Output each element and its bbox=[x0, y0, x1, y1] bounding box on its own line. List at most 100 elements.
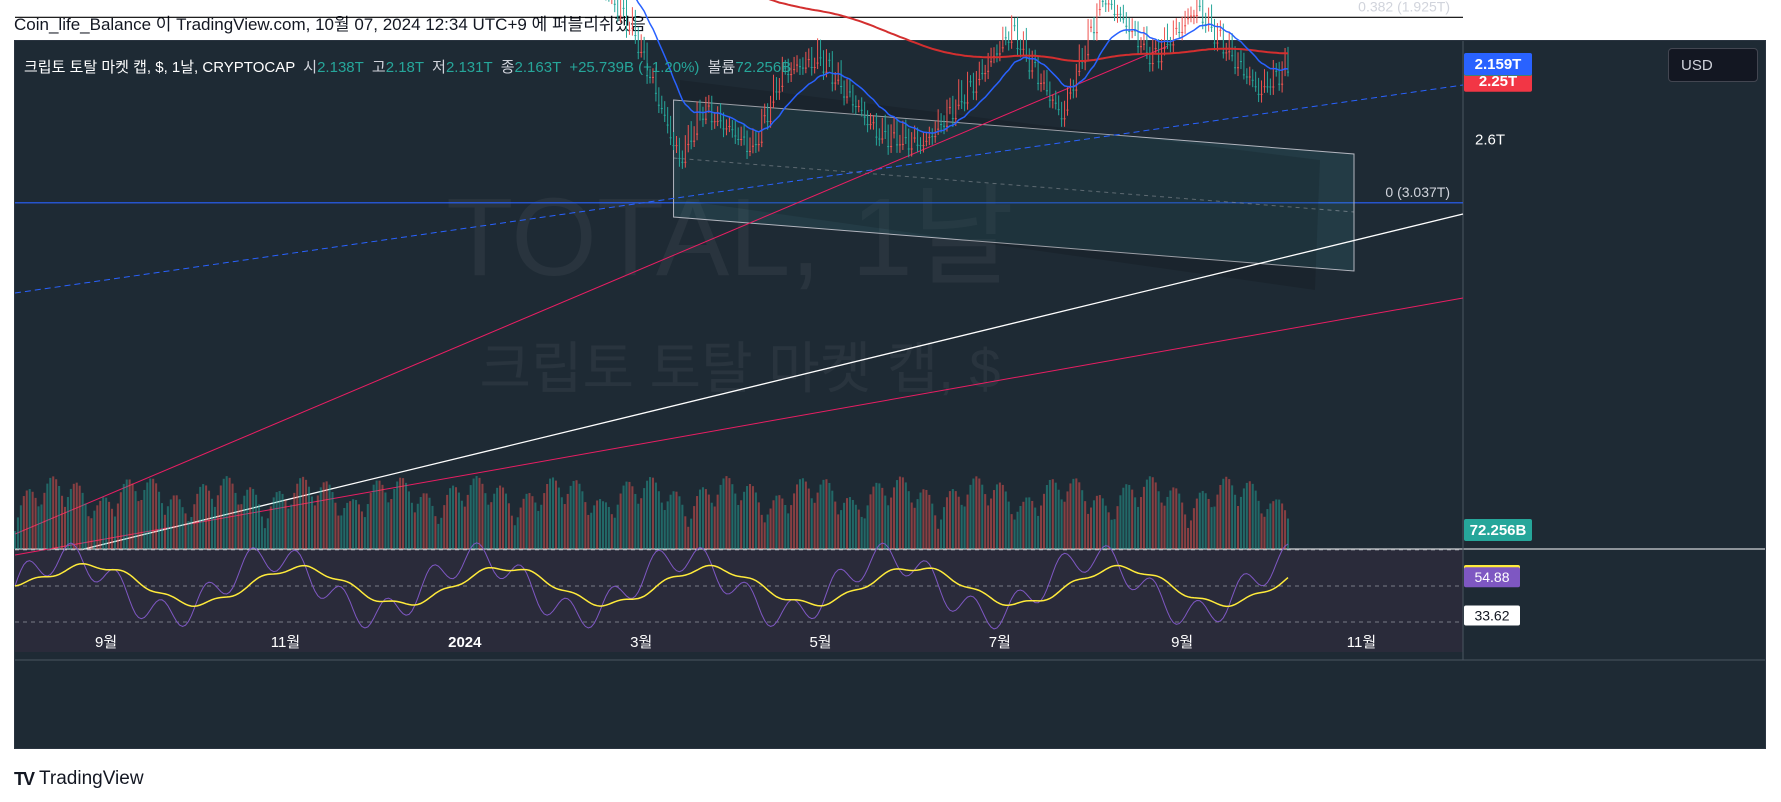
volume-bar bbox=[601, 501, 605, 549]
candle-body bbox=[1007, 41, 1010, 43]
volume-bar bbox=[1266, 509, 1269, 549]
volume-bar bbox=[828, 482, 831, 549]
volume-bar bbox=[698, 489, 702, 549]
candle-body bbox=[957, 104, 960, 106]
tradingview-brand[interactable]: TV TradingView bbox=[14, 768, 144, 790]
volume-bar bbox=[554, 480, 557, 549]
volume-bar bbox=[707, 494, 710, 549]
volume-bar bbox=[543, 493, 546, 549]
ema-short-line bbox=[635, 0, 1289, 134]
candle-body bbox=[781, 85, 784, 87]
volume-bar bbox=[46, 483, 49, 549]
volume-bar bbox=[134, 491, 137, 549]
volume-bar bbox=[784, 504, 787, 549]
ohlc-legend: 크립토 토탈 마켓 캡, $, 1날, CRYPTOCAP 시2.138T 고2… bbox=[24, 56, 791, 77]
volume-bar bbox=[966, 494, 969, 549]
volume-bar bbox=[413, 512, 416, 549]
volume-bar bbox=[810, 498, 813, 549]
volume-bar bbox=[290, 504, 293, 549]
currency-selector[interactable]: USD bbox=[1668, 48, 1758, 82]
candle-body bbox=[1116, 13, 1119, 15]
candle-body bbox=[948, 107, 951, 109]
volume-bar bbox=[96, 505, 99, 549]
volume-bar bbox=[419, 496, 422, 549]
candle-body bbox=[1213, 42, 1216, 44]
volume-bar bbox=[257, 504, 261, 549]
volume-bar bbox=[766, 514, 769, 549]
volume-bar bbox=[43, 492, 46, 549]
candle-body bbox=[772, 101, 775, 103]
candle-body bbox=[984, 73, 987, 75]
volume-bar bbox=[807, 488, 810, 549]
volume-bar bbox=[1022, 501, 1025, 549]
volume-bar bbox=[831, 490, 834, 549]
candle-body bbox=[995, 53, 998, 55]
volume-bar bbox=[1072, 478, 1075, 549]
volume-bar bbox=[1089, 507, 1093, 549]
volume-bar bbox=[763, 522, 766, 549]
author-name[interactable]: Coin_life_Balance bbox=[14, 15, 152, 34]
volume-bar bbox=[825, 479, 828, 549]
volume-bar bbox=[701, 487, 704, 549]
volume-bar bbox=[190, 516, 193, 549]
volume-bar bbox=[178, 499, 181, 549]
volume-bar bbox=[372, 484, 375, 549]
volume-bar bbox=[1260, 513, 1263, 549]
volume-bar bbox=[1160, 502, 1163, 549]
candle-body bbox=[881, 138, 884, 140]
candle-body bbox=[710, 121, 713, 123]
candle-body bbox=[1216, 42, 1219, 44]
volume-bar bbox=[131, 483, 134, 549]
volume-bar bbox=[105, 497, 108, 549]
volume-bar bbox=[90, 518, 93, 549]
volume-bar bbox=[81, 492, 84, 549]
candle-body bbox=[804, 67, 807, 69]
candle-body bbox=[866, 124, 869, 126]
volume-bar bbox=[972, 478, 975, 549]
volume-bar bbox=[1286, 518, 1290, 549]
candle-body bbox=[807, 59, 810, 61]
candle-body bbox=[787, 74, 790, 76]
caption-connector: 이 bbox=[155, 15, 172, 34]
volume-bar bbox=[751, 486, 754, 549]
volume-bar bbox=[931, 503, 934, 549]
candle-body bbox=[981, 73, 984, 75]
site-name[interactable]: TradingView.com, bbox=[176, 15, 311, 34]
volume-bar bbox=[775, 495, 778, 549]
volume-bar bbox=[187, 521, 190, 549]
volume-bar bbox=[310, 496, 313, 549]
volume-bar bbox=[1178, 493, 1181, 549]
candle-body bbox=[1187, 18, 1190, 20]
volume-bar bbox=[1095, 495, 1098, 549]
volume-bar bbox=[1239, 496, 1242, 549]
volume-bar bbox=[28, 489, 31, 549]
volume-bar bbox=[516, 517, 519, 549]
candle-body bbox=[669, 137, 672, 139]
symbol-name[interactable]: 크립토 토탈 마켓 캡, $, 1날, CRYPTOCAP bbox=[24, 59, 295, 76]
volume-bar bbox=[798, 479, 801, 549]
candle-body bbox=[751, 145, 754, 147]
volume-bar bbox=[528, 493, 531, 549]
tradingview-logo-icon: TV bbox=[14, 768, 35, 789]
volume-bar bbox=[437, 523, 440, 549]
volume-bar bbox=[457, 492, 460, 549]
volume-bar bbox=[116, 503, 119, 549]
volume-bar bbox=[208, 490, 211, 549]
volume-bar bbox=[504, 493, 507, 549]
volume-bar bbox=[61, 495, 64, 549]
volume-bar bbox=[305, 479, 308, 549]
candle-body bbox=[628, 29, 631, 31]
volume-bar bbox=[895, 480, 899, 549]
fib-level-label: 0 (3.037T) bbox=[1385, 184, 1450, 200]
candle-body bbox=[895, 144, 899, 146]
volume-bar bbox=[343, 507, 346, 549]
change-value: +25.739B (+1.20%) bbox=[569, 59, 700, 76]
candle-body bbox=[737, 139, 740, 141]
volume-bar bbox=[1163, 505, 1166, 549]
volume-bar bbox=[307, 486, 311, 549]
volume-bar bbox=[399, 477, 402, 549]
volume-bar bbox=[202, 484, 205, 549]
candle-body bbox=[1104, 3, 1107, 5]
candle-body bbox=[840, 86, 843, 88]
